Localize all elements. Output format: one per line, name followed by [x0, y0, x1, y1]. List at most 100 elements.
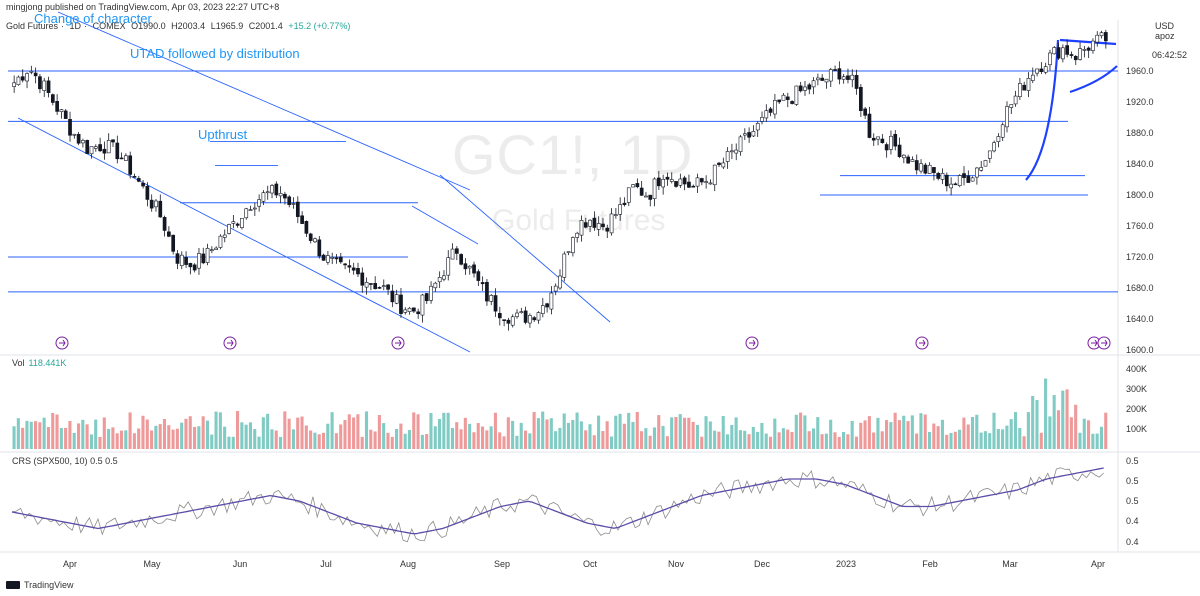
- candle-body: [571, 237, 575, 254]
- volume-bar: [89, 434, 93, 449]
- volume-bar: [128, 412, 132, 449]
- event-marker-icon[interactable]: [1097, 336, 1111, 350]
- channel-lower-line: [17, 117, 471, 353]
- volume-bar: [352, 417, 356, 449]
- candle-body: [20, 76, 25, 81]
- volume-bar: [347, 414, 351, 449]
- event-marker-icon[interactable]: [55, 336, 69, 350]
- volume-bar: [897, 420, 901, 449]
- candle-body: [231, 221, 236, 224]
- candle-body: [317, 239, 322, 257]
- candle-body: [343, 263, 347, 266]
- candle-body: [721, 162, 726, 168]
- time-axis-label: Dec: [754, 559, 771, 569]
- candle-body: [558, 275, 562, 289]
- crs-tick-label: 0.4: [1126, 516, 1139, 526]
- event-marker-icon[interactable]: [915, 336, 929, 350]
- candle-body: [364, 282, 369, 288]
- price-tick-label: 1680.0: [1126, 283, 1154, 293]
- volume-bar: [489, 426, 493, 449]
- crs-line: [11, 467, 1104, 543]
- candle-body: [85, 140, 90, 154]
- volume-bar: [910, 415, 914, 449]
- annotation-upthrust[interactable]: Upthrust: [198, 127, 248, 142]
- volume-bar: [859, 422, 863, 449]
- volume-bar: [958, 429, 962, 449]
- volume-bar: [562, 413, 566, 449]
- candle-body: [923, 164, 928, 174]
- candle-body: [1039, 68, 1044, 72]
- symbol-name[interactable]: Gold Futures: [6, 21, 59, 31]
- candle-body: [334, 257, 339, 260]
- volume-bar: [321, 432, 326, 449]
- annotation-change-of-character[interactable]: Change of character: [34, 11, 152, 26]
- volume-bar: [360, 436, 364, 449]
- event-marker-icon[interactable]: [223, 336, 237, 350]
- volume-bar: [150, 430, 154, 449]
- candle-body: [996, 136, 1001, 143]
- volume-bar: [33, 421, 38, 449]
- volume-bar: [442, 412, 446, 449]
- volume-bar: [627, 412, 631, 449]
- candle-body: [76, 134, 81, 144]
- tradingview-logo-icon: [6, 581, 20, 589]
- volume-bar: [1044, 378, 1048, 449]
- candle-body: [450, 248, 455, 260]
- volume-bar: [76, 423, 81, 449]
- brand-name: TradingView: [24, 580, 74, 590]
- candle-body: [141, 182, 145, 187]
- candle-body: [528, 315, 532, 324]
- candle-body: [605, 227, 610, 232]
- candle-body: [25, 73, 29, 82]
- volume-bar: [528, 433, 532, 449]
- candle-body: [179, 254, 184, 266]
- event-marker-icon[interactable]: [745, 336, 759, 350]
- candle-body: [274, 183, 279, 196]
- volume-bar: [1039, 432, 1043, 449]
- event-marker-icon[interactable]: [391, 336, 405, 350]
- candle-body: [760, 117, 764, 122]
- candle-body: [712, 164, 717, 186]
- time-axis-label: Jul: [320, 559, 332, 569]
- volume-bar: [493, 412, 497, 449]
- volume-bar: [480, 426, 485, 449]
- candle-body: [1026, 77, 1031, 91]
- published-line: mingjong published on TradingView.com, A…: [6, 2, 280, 12]
- volume-bar: [46, 427, 50, 449]
- candle-body: [205, 248, 210, 263]
- volume-bar: [549, 418, 553, 449]
- annotation-utad[interactable]: UTAD followed by distribution: [130, 46, 300, 61]
- interval[interactable]: 1D: [69, 21, 82, 31]
- candle-body: [248, 209, 253, 211]
- volume-bar: [837, 436, 841, 449]
- candle-body: [347, 265, 352, 268]
- volume-bar: [433, 426, 437, 449]
- volume-bar: [1031, 395, 1035, 449]
- crs-tick-label: 0.5: [1126, 496, 1139, 506]
- volume-bar: [184, 418, 188, 449]
- volume-bar: [876, 417, 880, 449]
- crs-tick-label: 0.5: [1126, 456, 1139, 466]
- event-marker-icon[interactable]: [1087, 336, 1101, 350]
- candle-body: [828, 69, 833, 82]
- candle-body: [377, 287, 382, 289]
- volume-bar: [369, 429, 373, 449]
- volume-bar: [107, 428, 111, 449]
- volume-bar: [730, 424, 734, 449]
- volume-bar: [227, 436, 231, 449]
- candle-body: [1061, 47, 1065, 60]
- volume-bar: [72, 432, 76, 449]
- volume-bar: [850, 420, 854, 449]
- volume-bar: [278, 436, 283, 449]
- volume-tick-label: 100K: [1126, 424, 1147, 434]
- volume-bar: [713, 430, 717, 449]
- volume-bar: [1091, 433, 1095, 449]
- volume-bar: [1078, 432, 1082, 449]
- candle-body: [618, 204, 623, 215]
- volume-bar: [412, 412, 416, 449]
- candle-body: [545, 303, 549, 308]
- volume-bar: [678, 414, 682, 449]
- ohlc-high: H2003.4: [171, 21, 206, 31]
- volume-bar: [25, 420, 29, 449]
